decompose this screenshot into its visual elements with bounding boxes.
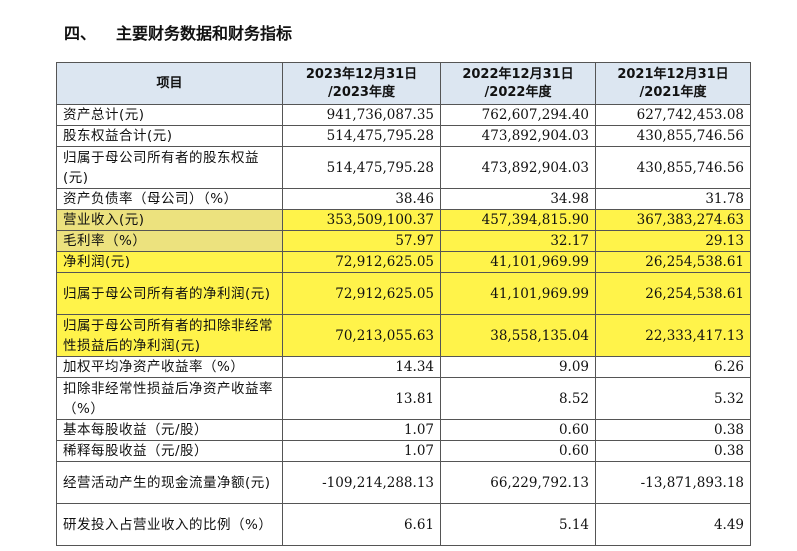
header-2023-line2: /2023年度: [328, 84, 395, 100]
row-value-2023: 353,509,100.37: [282, 209, 441, 231]
header-2022: 2022年12月31日 /2022年度: [440, 62, 596, 105]
row-value-2023: 57.97: [282, 230, 441, 252]
row-label: 营业收入(元): [56, 209, 283, 231]
section-number: 四、: [64, 24, 97, 43]
table-row: 股东权益合计(元) 514,475,795.28 473,892,904.03 …: [56, 125, 751, 147]
row-value-2023: 14.34: [282, 356, 441, 378]
table-row: 稀释每股收益（元/股） 1.07 0.60 0.38: [56, 440, 751, 462]
row-label: 研发投入占营业收入的比例（%）: [56, 503, 283, 546]
row-label: 归属于母公司所有者的扣除非经常性损益后的净利润(元): [56, 314, 283, 357]
table-row: 资产总计(元) 941,736,087.35 762,607,294.40 62…: [56, 104, 751, 126]
table-row: 加权平均净资产收益率（%） 14.34 9.09 6.26: [56, 356, 751, 378]
row-label: 稀释每股收益（元/股）: [56, 440, 283, 462]
table-row: 研发投入占营业收入的比例（%） 6.61 5.14 4.49: [56, 503, 751, 546]
row-value-2022: 5.14: [440, 503, 596, 546]
row-value-2022: 473,892,904.03: [440, 146, 596, 189]
row-value-2023: 72,912,625.05: [282, 272, 441, 315]
table-row: 归属于母公司所有者的扣除非经常性损益后的净利润(元) 70,213,055.63…: [56, 314, 751, 357]
row-value-2022: 9.09: [440, 356, 596, 378]
row-value-2021: 29.13: [595, 230, 751, 252]
row-value-2022: 0.60: [440, 419, 596, 441]
header-2022-line2: /2022年度: [484, 84, 552, 100]
row-value-2023: 70,213,055.63: [282, 314, 441, 357]
row-label: 资产总计(元): [56, 104, 283, 126]
section-title: 主要财务数据和财务指标: [116, 24, 293, 43]
row-value-2021: 430,855,746.56: [595, 146, 751, 189]
row-label: 股东权益合计(元): [56, 125, 283, 147]
row-value-2022: 34.98: [440, 188, 596, 210]
row-value-2022: 41,101,969.99: [440, 251, 596, 273]
row-label: 扣除非经常性损益后净资产收益率（%）: [56, 377, 283, 420]
row-value-2022: 0.60: [440, 440, 596, 462]
row-value-2022: 762,607,294.40: [440, 104, 596, 126]
table-header-row: 项目 2023年12月31日 /2023年度 2022年12月31日 /2022…: [56, 62, 751, 105]
row-value-2021: 26,254,538.61: [595, 272, 751, 315]
row-label: 净利润(元): [56, 251, 283, 273]
row-value-2023: 38.46: [282, 188, 441, 210]
row-label: 归属于母公司所有者的净利润(元): [56, 272, 283, 315]
row-value-2022: 473,892,904.03: [440, 125, 596, 147]
row-value-2023: 72,912,625.05: [282, 251, 441, 273]
table-row: 归属于母公司所有者的净利润(元) 72,912,625.05 41,101,96…: [56, 272, 751, 315]
row-value-2023: 514,475,795.28: [282, 146, 441, 189]
row-value-2022: 8.52: [440, 377, 596, 420]
row-value-2021: 5.32: [595, 377, 751, 420]
row-value-2021: 6.26: [595, 356, 751, 378]
row-value-2021: 430,855,746.56: [595, 125, 751, 147]
row-value-2021: 4.49: [595, 503, 751, 546]
row-label: 加权平均净资产收益率（%）: [56, 356, 283, 378]
header-2021-line1: 2021年12月31日: [617, 66, 729, 82]
row-value-2021: 367,383,274.63: [595, 209, 751, 231]
table-row: 资产负债率（母公司）（%） 38.46 34.98 31.78: [56, 188, 751, 210]
header-2022-line1: 2022年12月31日: [462, 66, 574, 82]
row-value-2023: 13.81: [282, 377, 441, 420]
row-value-2023: 1.07: [282, 419, 441, 441]
row-value-2021: -13,871,893.18: [595, 461, 751, 504]
table-row: 净利润(元) 72,912,625.05 41,101,969.99 26,25…: [56, 251, 751, 273]
table-row: 归属于母公司所有者的股东权益(元) 514,475,795.28 473,892…: [56, 146, 751, 189]
row-label: 基本每股收益（元/股）: [56, 419, 283, 441]
table-row: 毛利率（%） 57.97 32.17 29.13: [56, 230, 751, 252]
row-label: 经营活动产生的现金流量净额(元): [56, 461, 283, 504]
section-heading: 四、 主要财务数据和财务指标: [64, 20, 292, 44]
row-value-2023: 6.61: [282, 503, 441, 546]
table-row: 基本每股收益（元/股） 1.07 0.60 0.38: [56, 419, 751, 441]
row-value-2022: 41,101,969.99: [440, 272, 596, 315]
row-value-2023: 941,736,087.35: [282, 104, 441, 126]
row-value-2021: 627,742,453.08: [595, 104, 751, 126]
financial-indicators-table: 项目 2023年12月31日 /2023年度 2022年12月31日 /2022…: [56, 62, 751, 546]
header-2023: 2023年12月31日 /2023年度: [282, 62, 441, 105]
table-row: 营业收入(元) 353,509,100.37 457,394,815.90 36…: [56, 209, 751, 231]
row-value-2023: 514,475,795.28: [282, 125, 441, 147]
row-value-2022: 66,229,792.13: [440, 461, 596, 504]
row-value-2021: 31.78: [595, 188, 751, 210]
row-value-2023: -109,214,288.13: [282, 461, 441, 504]
row-value-2022: 457,394,815.90: [440, 209, 596, 231]
header-2021-line2: /2021年度: [639, 84, 707, 100]
row-value-2022: 32.17: [440, 230, 596, 252]
header-2021: 2021年12月31日 /2021年度: [595, 62, 751, 105]
row-label: 归属于母公司所有者的股东权益(元): [56, 146, 283, 189]
header-2023-line1: 2023年12月31日: [305, 66, 418, 82]
row-value-2021: 26,254,538.61: [595, 251, 751, 273]
row-value-2022: 38,558,135.04: [440, 314, 596, 357]
table-row: 经营活动产生的现金流量净额(元) -109,214,288.13 66,229,…: [56, 461, 751, 504]
row-value-2023: 1.07: [282, 440, 441, 462]
row-label: 资产负债率（母公司）（%）: [56, 188, 283, 210]
row-value-2021: 0.38: [595, 440, 751, 462]
header-item-label: 项目: [156, 75, 183, 91]
row-value-2021: 0.38: [595, 419, 751, 441]
header-item: 项目: [56, 62, 283, 105]
row-label: 毛利率（%）: [56, 230, 283, 252]
table-row: 扣除非经常性损益后净资产收益率（%） 13.81 8.52 5.32: [56, 377, 751, 420]
row-value-2021: 22,333,417.13: [595, 314, 751, 357]
